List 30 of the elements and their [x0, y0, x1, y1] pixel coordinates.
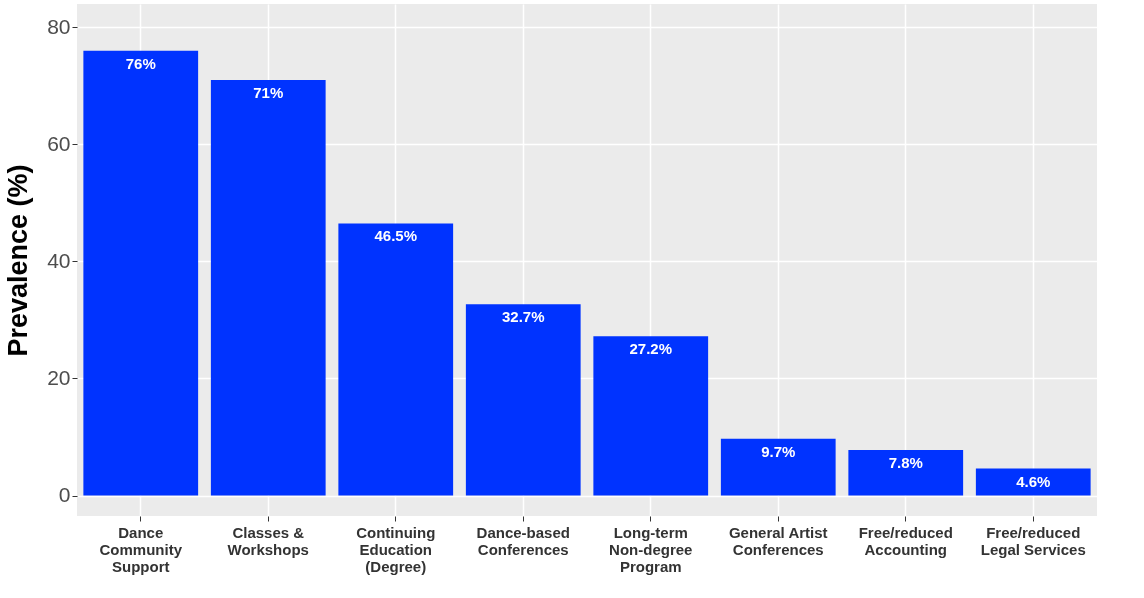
y-tick-label: 40: [47, 248, 71, 272]
x-tick-label: General Artist Conferences: [728, 523, 828, 558]
x-tick-label: Free/reduced Accounting: [858, 523, 953, 558]
bar: [465, 304, 581, 496]
x-tick-label: Dance-based Conferences: [476, 523, 570, 558]
data-label: 7.8%: [888, 453, 923, 471]
data-label: 4.6%: [1016, 472, 1051, 490]
data-label: 32.7%: [501, 308, 545, 326]
y-tick-label: 60: [47, 131, 71, 155]
y-tick-label: 0: [58, 483, 71, 507]
y-tick-label: 20: [47, 365, 71, 389]
data-label: 46.5%: [374, 227, 418, 245]
data-label: 27.2%: [629, 340, 673, 358]
data-label: 71%: [253, 84, 284, 102]
x-tick-label: Classes & Workshops: [227, 523, 309, 558]
bar: [210, 80, 326, 496]
x-tick-label: Free/reduced Legal Services: [980, 523, 1086, 558]
bar: [83, 50, 199, 496]
x-tick-label: Long-term Non-degree Program: [609, 523, 693, 575]
y-axis-title: Prevalence (%): [3, 164, 34, 357]
bar: [338, 223, 454, 496]
x-tick-label: Dance Community Support: [99, 523, 183, 575]
bar: [720, 438, 836, 496]
data-label: 9.7%: [761, 442, 796, 460]
bar: [975, 468, 1091, 496]
y-tick-label: 80: [47, 14, 71, 38]
bar: [848, 449, 964, 496]
x-tick-label: Continuing Education (Degree): [356, 523, 436, 575]
bar: [593, 336, 709, 496]
data-label: 76%: [125, 54, 156, 72]
